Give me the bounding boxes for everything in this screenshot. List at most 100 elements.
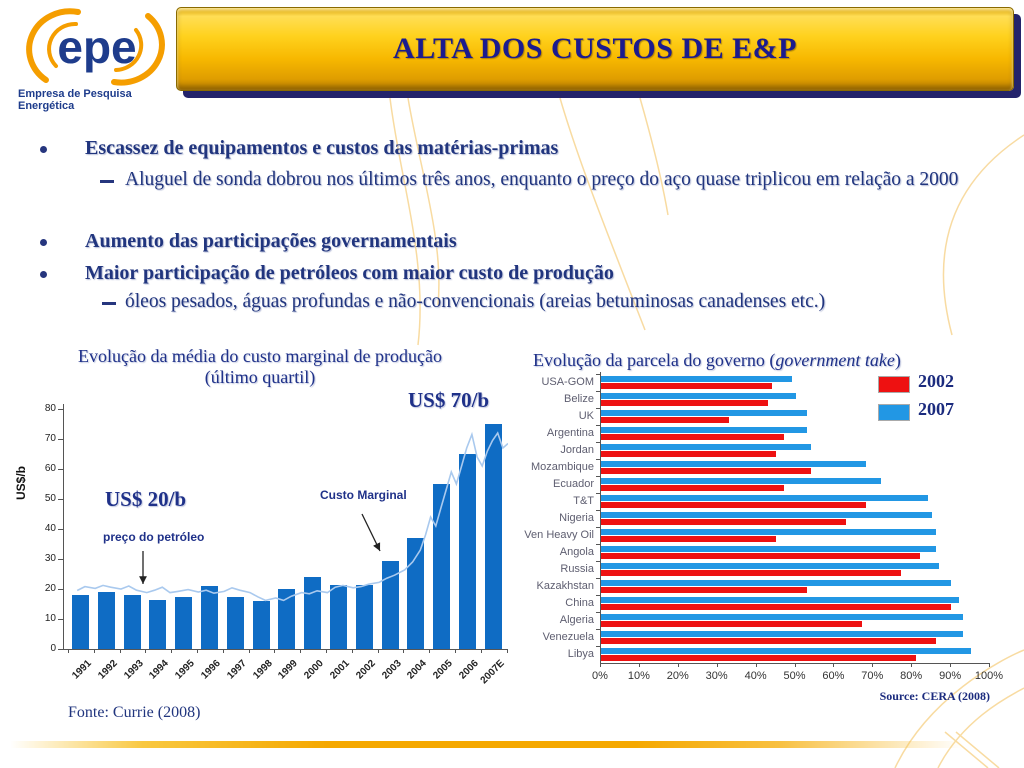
- bar-2002: [601, 536, 777, 542]
- left-chart-title-line1: Evolução da média do custo marginal de p…: [77, 346, 443, 366]
- left-y-tick-label: 70: [44, 433, 56, 444]
- bar-2002: [601, 638, 936, 644]
- right-chart-title-italic: government take: [775, 350, 895, 370]
- slide-title-banner: ALTA DOS CUSTOS DE E&P: [176, 7, 1014, 91]
- bar-2007: [601, 444, 812, 450]
- bullet-item-2: Aumento das participações governamentais: [85, 230, 457, 252]
- left-y-tick-label: 10: [44, 613, 56, 624]
- right-x-tick-label: 80%: [900, 670, 923, 682]
- legend-swatch-2002: [878, 376, 910, 393]
- right-chart-title: Evolução da parcela do governo (governme…: [533, 350, 1003, 371]
- left-x-tick-mark: [480, 649, 482, 653]
- sub-bullet-marker: [102, 302, 116, 305]
- annotation-us70: US$ 70/b: [408, 388, 490, 412]
- country-label: Angola: [559, 546, 594, 558]
- right-x-tick-label: 0%: [592, 670, 608, 682]
- left-y-tick-mark: [58, 439, 63, 440]
- left-y-tick-mark: [58, 589, 63, 590]
- right-y-tick-mark: [596, 374, 600, 375]
- left-x-tick-mark: [300, 649, 302, 653]
- bar-2002: [601, 451, 777, 457]
- cost-bar: [407, 538, 425, 649]
- right-x-tick-mark: [989, 663, 990, 667]
- right-y-tick-mark: [596, 493, 600, 494]
- country-label: Nigeria: [559, 512, 594, 524]
- bar-2007: [601, 376, 792, 382]
- right-y-tick-mark: [596, 459, 600, 460]
- right-x-tick-mark: [755, 663, 757, 667]
- left-x-tick-mark: [455, 649, 456, 653]
- left-x-tick-mark: [429, 649, 431, 653]
- country-label: Belize: [564, 393, 594, 405]
- marginal-cost-arrow-icon: [361, 513, 381, 552]
- bar-2007: [601, 631, 963, 637]
- legend-swatch-2007: [878, 404, 910, 421]
- right-x-tick-label: 50%: [783, 670, 806, 682]
- right-y-tick-mark: [596, 595, 600, 596]
- country-label: T&T: [573, 495, 594, 507]
- country-label: Ven Heavy Oil: [524, 529, 594, 541]
- left-chart-source: Fonte: Currie (2008): [68, 704, 201, 721]
- bar-2002: [601, 400, 769, 406]
- left-x-tick-mark: [274, 649, 276, 653]
- cost-bar: [97, 592, 115, 649]
- left-chart-x-axis: [63, 649, 508, 650]
- left-chart-title: Evolução da média do custo marginal de p…: [40, 346, 480, 388]
- bar-2002: [601, 553, 920, 559]
- bullet-item-1: Escassez de equipamentos e custos das ma…: [85, 137, 559, 159]
- bar-2002: [601, 604, 952, 610]
- cost-bar: [149, 599, 167, 649]
- country-label: Jordan: [560, 444, 594, 456]
- left-y-tick-mark: [58, 649, 63, 650]
- left-y-tick-label: 20: [44, 583, 56, 594]
- bullet-marker: [40, 271, 47, 278]
- right-x-tick-mark: [872, 663, 874, 667]
- right-y-tick-mark: [596, 391, 600, 392]
- bar-2007: [601, 410, 808, 416]
- right-y-tick-mark: [596, 612, 600, 613]
- oil-price-line: [76, 431, 508, 602]
- sub-bullet-marker: [100, 180, 114, 183]
- slide-title: ALTA DOS CUSTOS DE E&P: [393, 32, 797, 65]
- cost-bar: [433, 484, 451, 649]
- right-y-tick-mark: [596, 578, 600, 579]
- country-label: China: [565, 597, 594, 609]
- annotation-marginal-cost-label: Custo Marginal: [320, 488, 407, 502]
- right-x-tick-mark: [716, 663, 718, 667]
- right-x-tick-mark: [600, 663, 601, 667]
- left-y-tick-mark: [58, 619, 63, 620]
- left-x-tick-mark: [248, 649, 250, 653]
- right-chart-title-suffix: ): [894, 350, 901, 370]
- bar-2007: [601, 563, 940, 569]
- bar-2007: [601, 580, 952, 586]
- right-x-tick-mark: [911, 663, 913, 667]
- right-x-tick-label: 90%: [939, 670, 962, 682]
- bar-2007: [601, 529, 936, 535]
- bottom-gold-divider: [0, 741, 1024, 748]
- bar-2002: [601, 383, 773, 389]
- right-x-tick-mark: [677, 663, 679, 667]
- cost-bar: [252, 601, 270, 649]
- right-y-tick-mark: [596, 646, 600, 647]
- cost-bar: [278, 589, 296, 649]
- country-label: UK: [578, 410, 594, 422]
- bar-2007: [601, 427, 808, 433]
- right-x-tick-mark: [833, 663, 835, 667]
- cost-bar: [484, 424, 502, 649]
- left-y-tick-label: 50: [44, 493, 56, 504]
- right-x-tick-label: 10%: [627, 670, 650, 682]
- left-x-tick-mark: [403, 649, 405, 653]
- country-label: USA-GOM: [541, 376, 594, 388]
- left-y-tick-mark: [58, 469, 63, 470]
- cost-bar: [175, 596, 193, 649]
- legend-label-2002: 2002: [918, 371, 954, 391]
- right-x-tick-label: 30%: [705, 670, 728, 682]
- cost-bar: [459, 454, 476, 649]
- left-y-tick-mark: [58, 559, 63, 560]
- left-x-tick-mark: [171, 649, 173, 653]
- bar-2002: [601, 621, 862, 627]
- right-y-tick-mark: [596, 476, 600, 477]
- bar-2002: [601, 468, 812, 474]
- right-x-tick-label: 40%: [744, 670, 767, 682]
